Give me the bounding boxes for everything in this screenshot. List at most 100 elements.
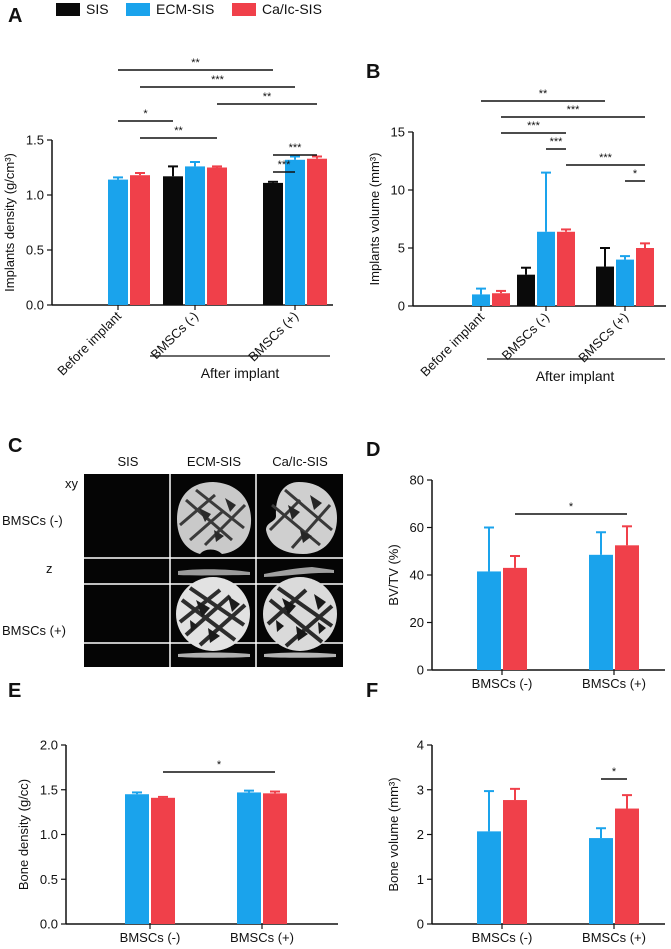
legend-label-sis: SIS [86,1,109,17]
y-tick-label-d-1: 20 [410,615,424,630]
bar-d-ecm-sis-1 [589,554,613,670]
significance-label-b-2: *** [527,120,541,132]
significance-label-b-4: *** [599,152,613,164]
panel-letter-f: F [366,680,378,702]
x-tick-label-d-1: BMSCs (+) [582,676,646,691]
x-tick-label-a-1: BMSCs (-) [148,309,202,363]
y-tick-label-b-0: 0 [398,299,405,314]
bar-a-ecm-sis-1 [185,166,205,305]
legend-swatch-ecm-sis [126,3,150,16]
column-header-ca-ic-sis: Ca/Ic-SIS [272,454,328,469]
x-tick-label-b-2: BMSCs (+) [575,310,631,366]
y-tick-label-a-1: 0.5 [26,243,44,258]
y-tick-label-e-1: 0.5 [40,872,58,887]
bar-e-ecm-sis-0 [125,794,149,924]
y-axis-label-b: Implants volume (mm³) [367,153,382,286]
y-axis-label-e: Bone density (g/cc) [16,779,31,890]
y-tick-label-a-0: 0.0 [26,298,44,313]
y-axis-label-d: BV/TV (%) [386,544,401,605]
bar-a-ca-ic-sis-1 [207,167,227,305]
significance-label-b-0: ** [539,88,548,100]
x-tick-label-e-1: BMSCs (+) [230,930,294,945]
bar-d-ecm-sis-0 [477,571,501,670]
bar-f-ca-ic-sis-0 [503,800,527,924]
legend: SIS ECM-SIS Ca/Ic-SIS [56,1,322,17]
bar-b-sis-1 [517,274,535,306]
chart-panel-d: 0 20 40 60 80 BV/TV (%) BMSCs (-) BMSCs (+) * [386,473,665,691]
significance-label-a-6: *** [278,159,292,171]
bar-b-ca-ic-sis-1 [557,231,575,306]
bar-b-ecm-sis-0 [472,294,490,306]
panel-letter-b: B [366,61,380,83]
bar-a-ecm-sis-2 [285,159,305,305]
x-tick-label-e-0: BMSCs (-) [120,930,181,945]
group-label-b: After implant [536,368,615,384]
scan-xy-ecm-sis-bmscs-plus [176,577,250,651]
bar-e-ca-ic-sis-1 [263,793,287,924]
y-tick-label-e-0: 0.0 [40,917,58,932]
scan-xy-ca-ic-sis-bmscs-minus [266,482,337,554]
bar-b-ca-ic-sis-2 [636,248,654,306]
chart-panel-e: 0.0 0.5 1.0 1.5 2.0 Bone density (g/cc) BMSCs … [16,738,338,945]
significance-label-a-3: * [143,108,148,120]
significance-label-a-1: *** [211,74,225,86]
scan-xy-ca-ic-sis-bmscs-plus [263,577,337,651]
y-tick-label-f-2: 2 [417,827,424,842]
y-tick-label-d-0: 0 [417,663,424,678]
legend-swatch-sis [56,3,80,16]
y-tick-label-f-0: 0 [417,917,424,932]
y-tick-label-f-3: 3 [417,782,424,797]
y-tick-label-e-4: 2.0 [40,738,58,753]
legend-label-ca-ic-sis: Ca/Ic-SIS [262,1,322,17]
significance-label-a-5: *** [289,142,303,154]
panel-letter-e: E [8,680,21,702]
view-label-z: z [46,561,53,576]
scan-z-ca-ic-sis-bmscs-plus [264,652,336,658]
bar-e-ecm-sis-1 [237,792,261,924]
chart-panel-b: 0 5 10 15 Implants volume (mm³) Before implan… [367,88,666,384]
x-tick-label-f-0: BMSCs (-) [472,930,533,945]
y-tick-label-b-3: 15 [391,125,405,140]
bar-e-ca-ic-sis-0 [151,797,175,924]
bar-d-ca-ic-sis-1 [615,545,639,670]
y-axis-label-f: Bone volume (mm³) [386,777,401,891]
row-label-bmscs-minus: BMSCs (-) [2,513,63,528]
bar-b-sis-2 [596,266,614,306]
y-tick-label-f-1: 1 [417,872,424,887]
bar-b-ca-ic-sis-0 [492,293,510,306]
bar-a-ca-ic-sis-0 [130,175,150,305]
y-tick-label-b-2: 10 [391,183,405,198]
y-axis-label-a: Implants density (g/cm³) [2,153,17,292]
column-header-ecm-sis: ECM-SIS [187,454,242,469]
bar-a-ecm-sis-0 [108,179,128,305]
panel-letter-d: D [366,439,380,461]
chart-panel-f: 0 1 2 3 4 Bone volume (mm³) BMSCs (-) BMSCs (+)… [386,738,665,945]
bar-f-ca-ic-sis-1 [615,808,639,924]
significance-label-e-0: * [217,759,222,771]
significance-label-d-0: * [569,501,574,513]
panel-letter-a: A [8,5,22,27]
significance-label-b-3: *** [550,136,564,148]
bar-a-sis-1 [163,176,183,305]
bar-a-sis-2 [263,182,283,305]
bar-f-ecm-sis-0 [477,831,501,924]
bar-a-ca-ic-sis-2 [307,158,327,305]
group-label-a: After implant [201,365,280,381]
chart-panel-a: 0.0 0.5 1.0 1.5 Implants density (g/cm³) Befo… [2,57,333,381]
legend-swatch-ca-ic-sis [232,3,256,16]
significance-label-a-0: ** [191,57,200,69]
scan-xy-ecm-sis-bmscs-minus [177,482,252,554]
x-tick-label-d-0: BMSCs (-) [472,676,533,691]
bar-d-ca-ic-sis-0 [503,567,527,670]
panel-letter-c: C [8,435,22,457]
y-tick-label-e-2: 1.0 [40,827,58,842]
row-label-bmscs-plus: BMSCs (+) [2,623,66,638]
y-tick-label-b-1: 5 [398,241,405,256]
y-tick-label-d-3: 60 [410,520,424,535]
x-tick-label-b-0: Before implant [417,309,487,379]
bar-b-ecm-sis-1 [537,231,555,306]
y-tick-label-f-4: 4 [417,738,424,753]
y-tick-label-e-3: 1.5 [40,782,58,797]
scan-z-ca-ic-sis-bmscs-minus [264,567,334,577]
